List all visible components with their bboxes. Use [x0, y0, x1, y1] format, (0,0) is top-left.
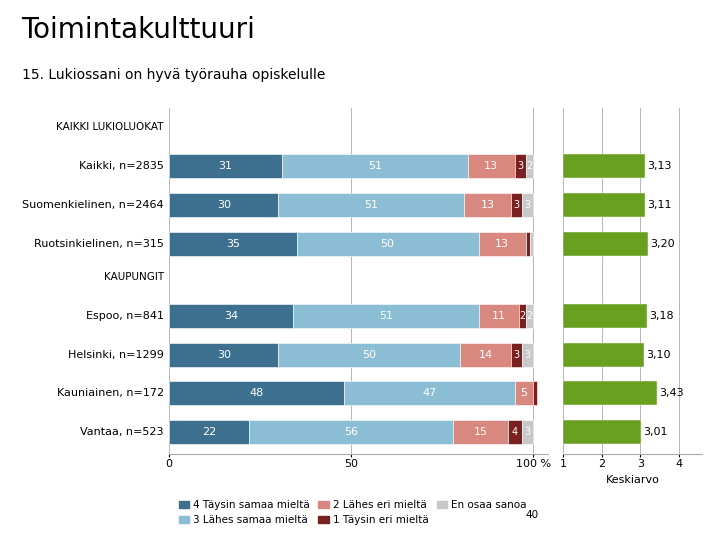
Text: 51: 51: [368, 161, 382, 171]
Bar: [533, 381, 537, 406]
Bar: [526, 303, 533, 328]
Text: 5: 5: [521, 388, 528, 399]
Text: 50: 50: [362, 349, 377, 360]
Bar: [518, 303, 526, 328]
Text: 30: 30: [217, 349, 231, 360]
Bar: [279, 342, 460, 367]
Text: 13: 13: [485, 161, 498, 171]
Bar: [529, 232, 533, 256]
Bar: [169, 381, 344, 406]
Text: KAUPUNGIT: KAUPUNGIT: [104, 272, 163, 282]
Text: 3,13: 3,13: [648, 161, 672, 171]
Bar: [169, 342, 279, 367]
Text: 3: 3: [513, 349, 520, 360]
Text: 3,11: 3,11: [647, 200, 671, 210]
Bar: [279, 193, 464, 217]
Bar: [479, 232, 526, 256]
Text: 15: 15: [473, 427, 487, 437]
Text: 11: 11: [492, 310, 505, 321]
Text: 13: 13: [495, 239, 509, 249]
Text: 51: 51: [364, 200, 378, 210]
Text: 3: 3: [518, 161, 523, 171]
Bar: [169, 420, 249, 444]
Text: 2: 2: [526, 310, 533, 321]
Text: 3,43: 3,43: [660, 388, 684, 399]
X-axis label: Keskiarvo: Keskiarvo: [606, 475, 660, 485]
Text: 47: 47: [423, 388, 436, 399]
Bar: [515, 381, 533, 406]
Text: 3: 3: [525, 349, 531, 360]
Bar: [563, 154, 645, 178]
Bar: [453, 420, 508, 444]
Text: 40: 40: [526, 510, 539, 521]
Bar: [508, 420, 522, 444]
Text: 35: 35: [226, 239, 240, 249]
Text: KAIKKI LUKIOLUOKAT: KAIKKI LUKIOLUOKAT: [56, 123, 163, 132]
Text: 3: 3: [513, 200, 520, 210]
Bar: [522, 193, 533, 217]
Bar: [515, 154, 526, 178]
Text: 31: 31: [219, 161, 233, 171]
Text: 14: 14: [479, 349, 493, 360]
Text: 4: 4: [512, 427, 518, 437]
Bar: [467, 154, 515, 178]
Bar: [563, 193, 644, 217]
Text: Kauniainen, n=172: Kauniainen, n=172: [57, 388, 163, 399]
Text: 56: 56: [344, 427, 358, 437]
Bar: [511, 342, 522, 367]
Bar: [169, 154, 282, 178]
Bar: [479, 303, 518, 328]
Bar: [563, 381, 657, 406]
Text: Espoo, n=841: Espoo, n=841: [86, 310, 163, 321]
Bar: [526, 154, 533, 178]
Bar: [522, 420, 533, 444]
Bar: [282, 154, 467, 178]
Text: Suomenkielinen, n=2464: Suomenkielinen, n=2464: [22, 200, 163, 210]
Text: 48: 48: [249, 388, 264, 399]
Text: 30: 30: [217, 200, 231, 210]
Text: 3,01: 3,01: [643, 427, 667, 437]
Text: 22: 22: [202, 427, 216, 437]
Bar: [511, 193, 522, 217]
Bar: [293, 303, 479, 328]
Text: 34: 34: [224, 310, 238, 321]
Bar: [297, 232, 479, 256]
Text: 51: 51: [379, 310, 392, 321]
Legend: 4 Täysin samaa mieltä, 3 Lähes samaa mieltä, 2 Lähes eri mieltä, 1 Täysin eri mi: 4 Täysin samaa mieltä, 3 Lähes samaa mie…: [174, 496, 531, 529]
Bar: [464, 193, 511, 217]
Bar: [249, 420, 453, 444]
Bar: [522, 342, 533, 367]
Bar: [169, 193, 279, 217]
Text: 2: 2: [526, 161, 533, 171]
Bar: [563, 232, 648, 256]
Text: Kaikki, n=2835: Kaikki, n=2835: [79, 161, 163, 171]
Bar: [526, 232, 529, 256]
Text: 3,18: 3,18: [649, 310, 674, 321]
Bar: [563, 303, 647, 328]
Bar: [169, 232, 297, 256]
Text: 3,10: 3,10: [647, 349, 671, 360]
Text: 15. Lukiossani on hyvä työrauha opiskelulle: 15. Lukiossani on hyvä työrauha opiskelu…: [22, 68, 325, 82]
Text: 3: 3: [525, 200, 531, 210]
Text: 13: 13: [481, 200, 495, 210]
Text: Vantaa, n=523: Vantaa, n=523: [80, 427, 163, 437]
Bar: [169, 303, 293, 328]
Bar: [563, 342, 644, 367]
Text: Ruotsinkielinen, n=315: Ruotsinkielinen, n=315: [34, 239, 163, 249]
Text: 3,20: 3,20: [650, 239, 675, 249]
Bar: [563, 420, 641, 444]
Text: 3: 3: [525, 427, 531, 437]
Text: 50: 50: [381, 239, 395, 249]
Text: Toimintakulttuuri: Toimintakulttuuri: [22, 16, 256, 44]
Bar: [344, 381, 515, 406]
Bar: [460, 342, 511, 367]
Text: Helsinki, n=1299: Helsinki, n=1299: [68, 349, 163, 360]
Text: 2: 2: [519, 310, 526, 321]
